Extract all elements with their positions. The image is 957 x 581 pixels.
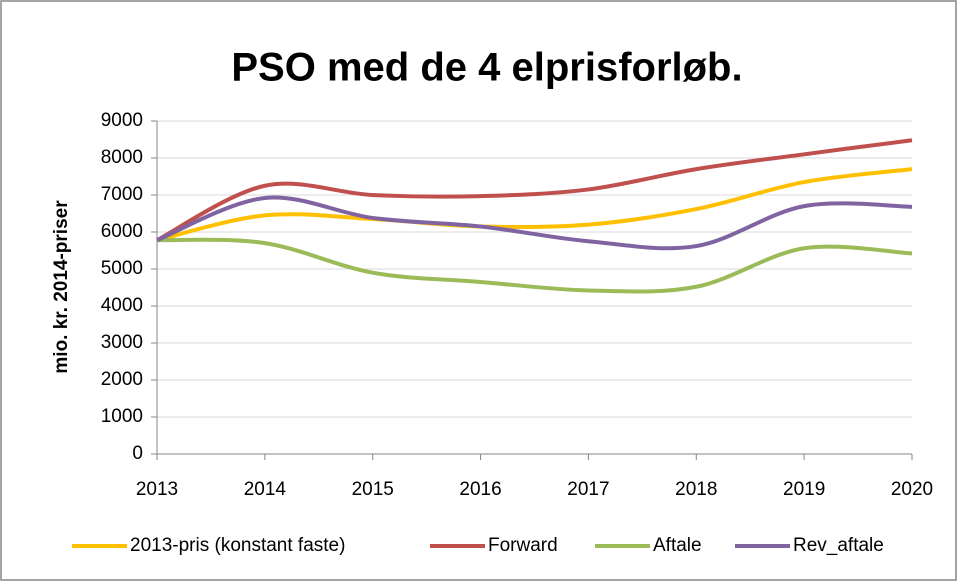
x-tick-label: 2014	[244, 479, 287, 500]
line-series	[156, 167, 913, 243]
legend-label: Rev_aftale	[793, 535, 884, 556]
x-tick-label: 2016	[459, 479, 501, 500]
y-tick-label: 2000	[101, 369, 143, 390]
y-tick-label: 1000	[101, 406, 143, 427]
line-series	[156, 138, 913, 242]
y-tick-label: 4000	[101, 295, 143, 316]
y-tick-label: 9000	[101, 110, 143, 131]
y-axis-label: mio. kr. 2014-priser	[51, 200, 72, 374]
x-tick-label: 2020	[891, 479, 933, 500]
x-tick-label: 2019	[783, 479, 825, 500]
y-tick-label: 7000	[101, 184, 143, 205]
line-series	[156, 237, 913, 294]
y-tick-label: 3000	[101, 332, 143, 353]
x-tick-label: 2018	[675, 479, 717, 500]
y-tick-label: 8000	[101, 147, 143, 168]
x-tick-label: 2013	[136, 479, 178, 500]
y-tick-label: 6000	[101, 221, 143, 242]
legend-label: Forward	[488, 535, 558, 556]
legend-label: 2013-pris (konstant faste)	[130, 535, 345, 556]
x-tick-label: 2015	[352, 479, 394, 500]
line-series	[156, 195, 913, 251]
chart-title: PSO med de 4 elprisforløb.	[231, 46, 742, 90]
y-tick-label: 0	[132, 443, 143, 464]
x-tick-label: 2017	[567, 479, 609, 500]
legend-label: Aftale	[653, 535, 702, 556]
y-tick-label: 5000	[101, 258, 143, 279]
